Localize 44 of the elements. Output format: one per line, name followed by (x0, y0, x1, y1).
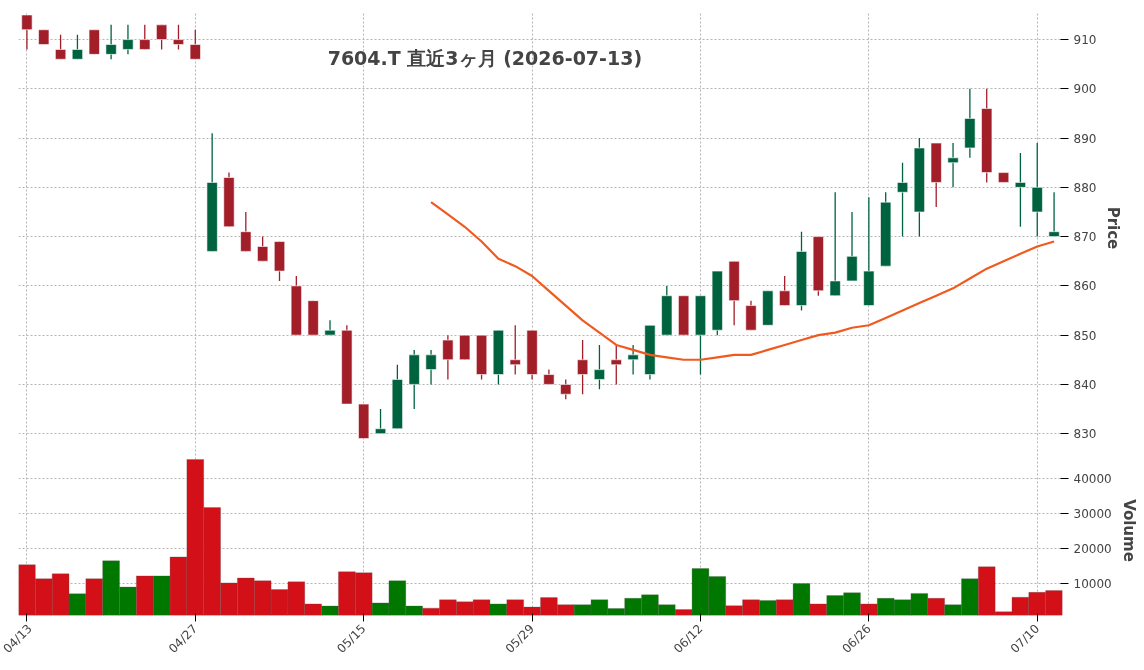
candlestick (324, 319, 336, 336)
candlestick (627, 344, 639, 376)
candlestick (442, 334, 454, 381)
candlestick (947, 142, 959, 189)
candlestick (897, 162, 909, 238)
candlestick (55, 34, 67, 60)
candlestick (779, 275, 791, 307)
candlestick (425, 349, 437, 386)
y-axis-title: Volume (1119, 499, 1138, 562)
candlestick (156, 24, 168, 51)
y-tick-label: 30000 (1073, 507, 1112, 522)
candlestick (240, 211, 252, 253)
candlestick (21, 14, 33, 51)
candlestick (375, 408, 387, 435)
candlestick (509, 324, 521, 376)
y-axis-title: Price (1104, 206, 1123, 250)
y-tick-label: 850 (1073, 328, 1097, 343)
y-tick-label: 890 (1073, 131, 1097, 146)
candlestick (139, 24, 151, 51)
candlestick (829, 191, 841, 297)
candlestick (172, 24, 184, 51)
candlestick (1014, 152, 1026, 228)
y-tick-label: 870 (1073, 230, 1097, 245)
candlestick (1048, 191, 1060, 238)
text: 7604.T 直近3ヶ月 (2026-07-13) (327, 46, 643, 69)
candlestick (257, 235, 269, 262)
y-tick-label: 10000 (1073, 577, 1112, 592)
y-tick-label: 910 (1073, 33, 1097, 48)
line-series (429, 201, 1056, 361)
y-tick-label: 840 (1073, 377, 1097, 392)
y-tick-label: 830 (1073, 427, 1097, 442)
y-tick-label: 900 (1073, 82, 1097, 97)
candlestick (593, 344, 605, 390)
candlestick (577, 339, 589, 395)
candlestick (189, 29, 201, 60)
y-tick-label: 40000 (1073, 472, 1112, 487)
candlestick (560, 378, 572, 400)
candlestick (105, 24, 117, 60)
candlestick (610, 344, 622, 386)
y-tick-label: 20000 (1073, 542, 1112, 557)
y-tick-label: 860 (1073, 279, 1097, 294)
candlestick (71, 34, 83, 60)
candlestick (122, 24, 134, 56)
y-tick-label: 880 (1073, 180, 1097, 195)
